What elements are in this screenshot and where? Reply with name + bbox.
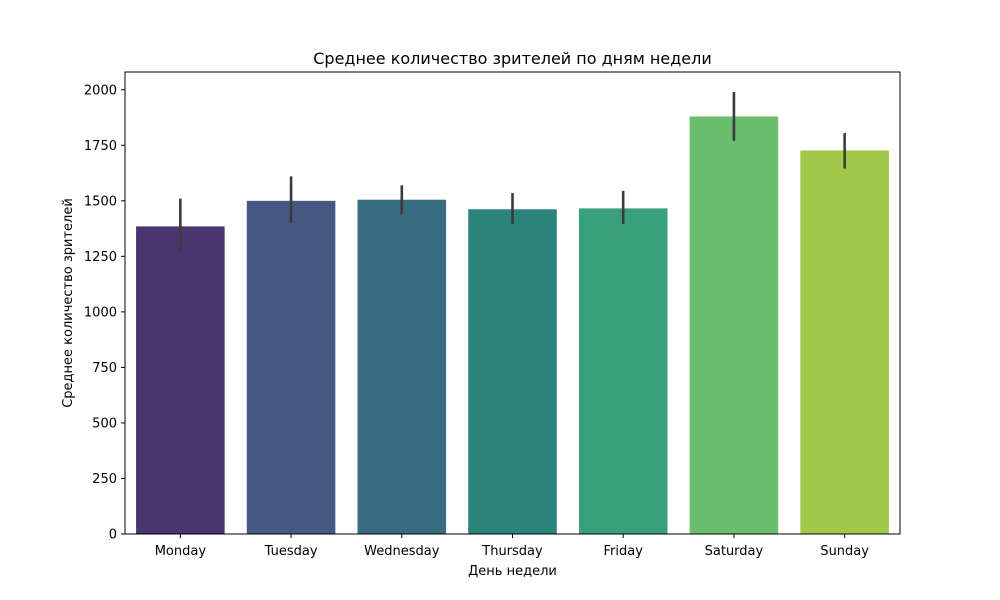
x-tick-label: Sunday — [820, 544, 869, 559]
error-bars-group — [179, 91, 846, 252]
y-tick-label: 500 — [92, 416, 117, 431]
x-tick-label: Saturday — [705, 544, 764, 559]
bar-tuesday — [246, 200, 336, 535]
y-tick-label: 0 — [109, 528, 117, 543]
bar-wednesday — [357, 199, 447, 534]
bar-friday — [578, 208, 668, 534]
y-tick-label: 750 — [92, 361, 117, 376]
y-tick-label: 1500 — [84, 194, 117, 209]
chart-title: Среднее количество зрителей по дням неде… — [313, 49, 712, 68]
x-axis-label: День недели — [468, 564, 557, 579]
bar-saturday — [689, 116, 779, 534]
x-tick-label: Friday — [604, 544, 644, 559]
y-axis-label: Среднее количество зрителей — [61, 198, 76, 408]
y-tick-label: 2000 — [84, 83, 117, 98]
y-tick-label: 1000 — [84, 305, 117, 320]
x-axis: Monday Tuesday Wednesday Thursday Friday Satu… — [155, 534, 869, 559]
y-tick-label: 1750 — [84, 139, 117, 154]
bar-sunday — [800, 150, 889, 534]
x-tick-label: Wednesday — [364, 544, 440, 559]
x-tick-label: Thursday — [481, 544, 543, 559]
bars-group — [136, 116, 889, 535]
bar-monday — [136, 226, 225, 535]
y-axis: 0 250 500 750 1000 1250 1500 1750 2000 — [84, 83, 125, 543]
y-tick-label: 1250 — [84, 250, 117, 265]
x-tick-label: Tuesday — [264, 544, 318, 559]
bar-thursday — [468, 209, 557, 534]
x-tick-label: Monday — [155, 544, 207, 559]
y-tick-label: 250 — [92, 472, 117, 487]
